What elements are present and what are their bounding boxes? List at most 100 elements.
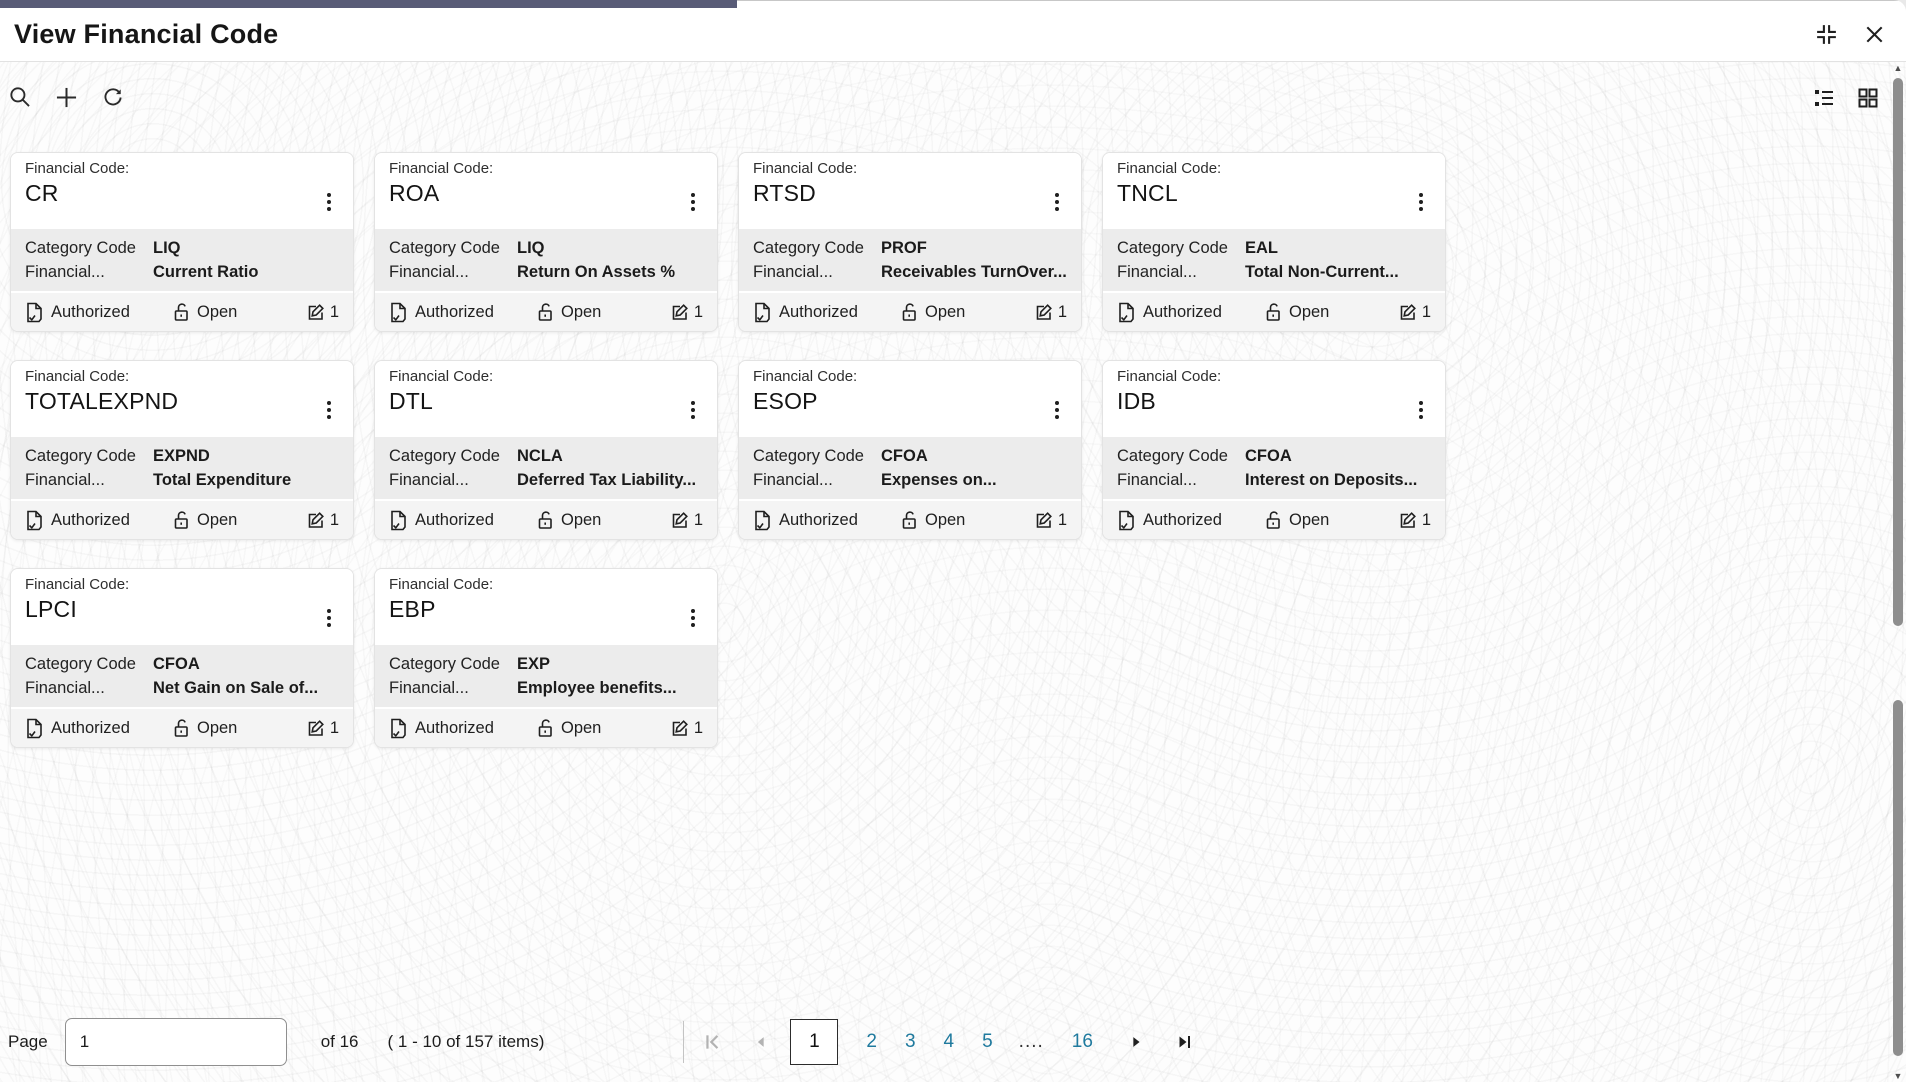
page-link-5[interactable]: 5: [982, 1031, 993, 1052]
financial-code-label: Financial Code:: [389, 160, 494, 177]
financial-desc-label: Financial...: [25, 263, 105, 281]
open-status: Open: [536, 302, 654, 322]
card-header: Financial Code: TNCL: [1103, 153, 1445, 229]
financial-desc-label: Financial...: [753, 263, 833, 281]
category-code-value: EXP: [517, 655, 551, 673]
close-icon[interactable]: [1861, 21, 1888, 48]
category-code-value: CFOA: [1245, 447, 1292, 465]
financial-code-label: Financial Code:: [25, 368, 130, 385]
refresh-icon[interactable]: [98, 83, 127, 112]
authorized-doc-check-icon: [27, 510, 42, 530]
card-footer: Authorized Open: [375, 291, 717, 331]
edit-count[interactable]: 1: [670, 510, 703, 530]
edit-count[interactable]: 1: [1398, 510, 1431, 530]
open-status: Open: [536, 510, 654, 530]
page-input[interactable]: [64, 1018, 287, 1066]
edit-icon: [672, 512, 688, 528]
kebab-menu-icon[interactable]: [1407, 178, 1435, 229]
edit-count[interactable]: 1: [306, 302, 339, 322]
financial-code-label: Financial Code:: [1117, 160, 1222, 177]
toolbar-right: [1810, 84, 1882, 112]
scrollbar-up-arrow[interactable]: ▲: [1893, 63, 1903, 73]
card-header: Financial Code: EBP: [375, 569, 717, 645]
edit-count[interactable]: 1: [306, 718, 339, 738]
financial-code-value: CR: [25, 180, 59, 206]
open-status: Open: [536, 718, 654, 738]
open-status: Open: [172, 718, 290, 738]
authorized-doc-check-icon: [755, 510, 770, 530]
category-code-label: Category Code: [389, 447, 500, 465]
card-info-band: Category Code CFOA Financial... Net Gain…: [11, 645, 353, 707]
financial-code-value: TNCL: [1117, 180, 1178, 206]
open-label: Open: [197, 302, 238, 321]
edit-count[interactable]: 1: [1034, 510, 1067, 530]
search-icon[interactable]: [6, 83, 35, 112]
authorized-label: Authorized: [779, 510, 858, 529]
kebab-menu-icon[interactable]: [679, 178, 707, 229]
page-link-last[interactable]: 16: [1071, 1031, 1093, 1052]
edit-count[interactable]: 1: [670, 302, 703, 322]
card-footer: Authorized Open: [375, 499, 717, 539]
edit-icon: [672, 304, 688, 320]
grid-view-icon[interactable]: [1854, 84, 1882, 112]
scrollbar-down-arrow[interactable]: ▼: [1893, 1071, 1903, 1081]
financial-code-card: Financial Code: ESOP Category Code CFOA: [738, 360, 1082, 540]
financial-code-value: ROA: [389, 180, 440, 206]
card-footer: Authorized Open: [375, 707, 717, 747]
list-view-icon[interactable]: [1810, 84, 1838, 112]
financial-code-label: Financial Code:: [389, 368, 494, 385]
kebab-menu-icon[interactable]: [315, 594, 343, 645]
kebab-menu-icon[interactable]: [1043, 178, 1071, 229]
current-page[interactable]: 1: [790, 1019, 839, 1065]
financial-desc-value: Current Ratio: [153, 263, 259, 281]
edit-count[interactable]: 1: [1034, 302, 1067, 322]
authorized-doc-check-icon: [391, 510, 406, 530]
edit-count[interactable]: 1: [1398, 302, 1431, 322]
open-unlock-icon: [902, 303, 916, 321]
category-code-value: CFOA: [881, 447, 928, 465]
scrollbar-thumb[interactable]: [1893, 78, 1903, 626]
kebab-menu-icon[interactable]: [679, 386, 707, 437]
page-link-2[interactable]: 2: [866, 1031, 877, 1052]
authorized-status: Authorized: [753, 510, 900, 531]
first-page-icon[interactable]: [700, 1029, 726, 1055]
add-icon[interactable]: [51, 82, 82, 113]
financial-desc-value: Interest on Deposits...: [1245, 471, 1418, 489]
pagination-divider: [683, 1021, 685, 1063]
category-code-value: LIQ: [153, 239, 181, 257]
authorized-label: Authorized: [415, 718, 494, 737]
authorized-label: Authorized: [51, 510, 130, 529]
kebab-menu-icon[interactable]: [315, 178, 343, 229]
previous-page-icon[interactable]: [748, 1029, 774, 1055]
open-status: Open: [1264, 510, 1382, 530]
authorized-status: Authorized: [25, 302, 172, 323]
open-status: Open: [900, 302, 1018, 322]
toolbar: [0, 62, 1906, 112]
scrollbar-thumb-secondary[interactable]: [1893, 700, 1903, 1056]
financial-code-value: ESOP: [753, 388, 818, 414]
kebab-menu-icon[interactable]: [1407, 386, 1435, 437]
edit-count[interactable]: 1: [306, 510, 339, 530]
authorized-doc-check-icon: [27, 718, 42, 738]
collapse-icon[interactable]: [1812, 20, 1841, 49]
card-header: Financial Code: ROA: [375, 153, 717, 229]
kebab-menu-icon[interactable]: [315, 386, 343, 437]
kebab-menu-icon[interactable]: [1043, 386, 1071, 437]
kebab-menu-icon[interactable]: [679, 594, 707, 645]
edit-icon: [1036, 304, 1052, 320]
edit-count[interactable]: 1: [670, 718, 703, 738]
card-footer: Authorized Open: [739, 291, 1081, 331]
items-count: ( 1 - 10 of 157 items): [387, 1032, 545, 1051]
page-link-4[interactable]: 4: [943, 1031, 955, 1052]
authorized-label: Authorized: [51, 302, 130, 321]
financial-desc-value: Total Non-Current...: [1245, 263, 1399, 281]
financial-code-value: RTSD: [753, 180, 816, 206]
open-label: Open: [1289, 510, 1330, 529]
edit-count-value: 1: [693, 302, 703, 321]
next-page-icon[interactable]: [1123, 1029, 1149, 1055]
page-link-3[interactable]: 3: [904, 1031, 916, 1052]
last-page-icon[interactable]: [1171, 1029, 1197, 1055]
card-header: Financial Code: LPCI: [11, 569, 353, 645]
authorized-label: Authorized: [1143, 302, 1222, 321]
